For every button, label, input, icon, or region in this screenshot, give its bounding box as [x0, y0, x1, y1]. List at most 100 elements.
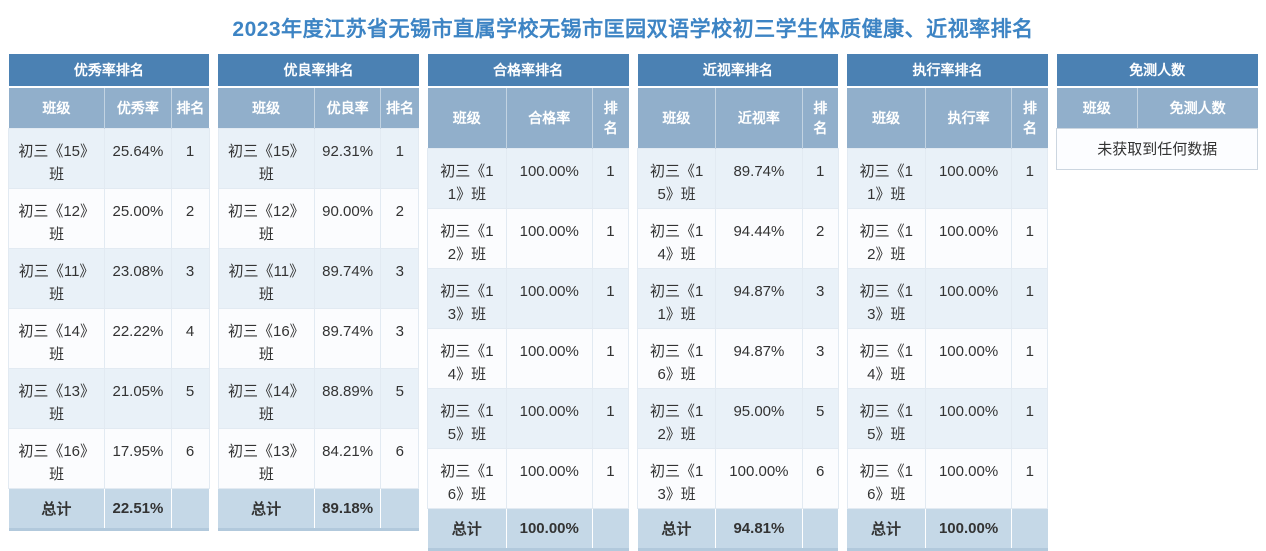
table-row: 初三《15》班 89.74% 1: [637, 148, 839, 209]
column-header: 执行率: [924, 87, 1012, 149]
rank-cell: 1: [1011, 328, 1049, 389]
rate-cell: 25.00%: [104, 188, 172, 249]
table-row: 初三《14》班 100.00% 1: [846, 328, 1049, 389]
rate-cell: 92.31%: [313, 128, 382, 189]
class-cell: 初三《14》班: [637, 208, 717, 269]
column-header: 班级: [637, 87, 716, 149]
rate-cell: 100.00%: [505, 448, 593, 509]
rate-cell: 100.00%: [924, 448, 1013, 509]
table-row: 初三《14》班 22.22% 4: [7, 308, 210, 369]
rate-cell: 100.00%: [505, 388, 593, 449]
table-row: 初三《16》班 94.87% 3: [637, 328, 839, 389]
class-cell: 初三《16》班: [846, 448, 926, 509]
column-header-class: 班级: [1056, 87, 1138, 129]
rank-cell: 6: [801, 448, 839, 509]
table-row: 初三《11》班 94.87% 3: [637, 268, 839, 329]
rank-cell: 1: [1011, 388, 1049, 449]
table-title-row: 合格率排名: [427, 54, 629, 88]
column-header-row: 班级 执行率 排名: [847, 87, 1048, 149]
total-value: 100.00%: [505, 508, 593, 551]
rank-table-2: 优良率排名 班级 优良率 排名 初三《15》班 92.31% 1 初三《12》班 90.00% 2…: [217, 54, 420, 531]
table-row: 初三《16》班 17.95% 6: [7, 428, 210, 489]
page-title: 2023年度江苏省无锡市直属学校无锡市匡园双语学校初三学生体质健康、近视率排名: [232, 18, 1034, 41]
table-title-row: 执行率排名: [847, 54, 1048, 88]
column-header-exempt-count: 免测人数: [1136, 87, 1258, 129]
rank-cell: 3: [170, 248, 210, 309]
table-title-row: 近视率排名: [637, 54, 839, 88]
rate-cell: 94.87%: [715, 268, 803, 329]
table-title-row: 优秀率排名: [8, 54, 210, 88]
class-cell: 初三《16》班: [7, 428, 106, 489]
table-title: 优秀率排名: [8, 54, 210, 88]
class-cell: 初三《15》班: [846, 388, 926, 449]
class-cell: 初三《16》班: [637, 328, 717, 389]
rate-cell: 89.74%: [313, 248, 382, 309]
table-row: 初三《13》班 100.00% 1: [427, 268, 630, 329]
total-row: 总计 100.00%: [847, 508, 1048, 551]
class-cell: 初三《12》班: [427, 208, 507, 269]
rate-cell: 100.00%: [715, 448, 803, 509]
column-header: 班级: [8, 87, 105, 129]
class-cell: 初三《11》班: [846, 148, 926, 209]
rank-table-3: 合格率排名 班级 合格率 排名 初三《11》班 100.00% 1 初三《12》班 100.00…: [427, 54, 630, 551]
class-cell: 初三《14》班: [7, 308, 106, 369]
column-header: 排名: [170, 87, 210, 129]
table-row: 初三《12》班 100.00% 1: [846, 208, 1049, 269]
table-title: 合格率排名: [427, 54, 629, 88]
rate-cell: 84.21%: [313, 428, 382, 489]
rank-cell: 5: [170, 368, 210, 429]
rank-cell: 5: [380, 368, 420, 429]
total-rank-empty: [801, 508, 839, 551]
class-cell: 初三《15》班: [637, 148, 717, 209]
total-rank-empty: [1011, 508, 1048, 551]
class-cell: 初三《16》班: [427, 448, 507, 509]
rank-cell: 6: [170, 428, 210, 489]
rate-cell: 90.00%: [313, 188, 382, 249]
class-cell: 初三《13》班: [217, 428, 315, 489]
rate-cell: 95.00%: [715, 388, 803, 449]
class-cell: 初三《11》班: [217, 248, 315, 309]
table-title-row: 优良率排名: [218, 54, 419, 88]
rate-cell: 100.00%: [924, 268, 1013, 329]
rank-cell: 1: [1011, 208, 1049, 269]
rank-cell: 5: [801, 388, 839, 449]
column-header-row: 班级 优秀率 排名: [8, 87, 210, 129]
class-cell: 初三《12》班: [217, 188, 315, 249]
rank-cell: 3: [801, 268, 839, 329]
table-row: 初三《15》班 92.31% 1: [217, 128, 420, 189]
table-row: 初三《15》班 100.00% 1: [846, 388, 1049, 449]
table-row: 初三《16》班 89.74% 3: [217, 308, 420, 369]
class-cell: 初三《12》班: [846, 208, 926, 269]
rank-cell: 6: [380, 428, 420, 489]
rank-cell: 1: [801, 148, 839, 209]
column-header: 合格率: [505, 87, 593, 149]
rank-cell: 1: [380, 128, 420, 189]
rank-table-1: 优秀率排名 班级 优秀率 排名 初三《15》班 25.64% 1 初三《12》班 25.00% 2…: [7, 54, 210, 531]
total-row: 总计 89.18%: [218, 488, 419, 531]
rank-cell: 1: [1011, 268, 1049, 329]
rate-cell: 23.08%: [104, 248, 172, 309]
class-cell: 初三《11》班: [637, 268, 717, 329]
table-row: 初三《14》班 94.44% 2: [637, 208, 839, 269]
total-row: 总计 100.00%: [427, 508, 629, 551]
rate-cell: 21.05%: [104, 368, 172, 429]
rate-cell: 100.00%: [924, 208, 1013, 269]
rate-cell: 89.74%: [715, 148, 803, 209]
table-row: 初三《13》班 84.21% 6: [217, 428, 420, 489]
table-row: 初三《16》班 100.00% 1: [846, 448, 1049, 509]
column-header: 排名: [380, 87, 419, 129]
rate-cell: 100.00%: [505, 148, 593, 209]
class-cell: 初三《11》班: [427, 148, 507, 209]
table-row: 初三《11》班 100.00% 1: [846, 148, 1049, 209]
total-label: 总计: [847, 508, 926, 551]
column-header: 班级: [847, 87, 926, 149]
rate-cell: 100.00%: [505, 208, 593, 269]
table-row: 初三《11》班 89.74% 3: [217, 248, 420, 309]
column-header-row: 班级 免测人数: [1056, 87, 1258, 129]
class-cell: 初三《12》班: [637, 388, 717, 449]
table-row: 初三《13》班 100.00% 1: [846, 268, 1049, 329]
table-row: 初三《12》班 90.00% 2: [217, 188, 420, 249]
rank-cell: 1: [1011, 448, 1049, 509]
rank-cell: 3: [380, 308, 420, 369]
rank-table-4: 近视率排名 班级 近视率 排名 初三《15》班 89.74% 1 初三《14》班 94.44% 2…: [637, 54, 839, 551]
